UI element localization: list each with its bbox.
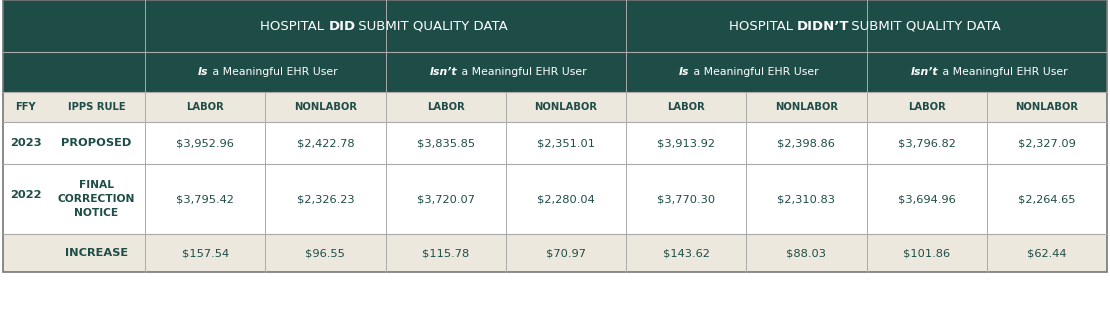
Text: $3,694.96: $3,694.96 [898, 194, 956, 204]
Text: LABOR: LABOR [667, 102, 705, 112]
Text: $115.78: $115.78 [422, 248, 470, 258]
Bar [3, 164, 1107, 234]
Text: $2,310.83: $2,310.83 [777, 194, 836, 204]
Text: $143.62: $143.62 [663, 248, 709, 258]
Text: $2,280.04: $2,280.04 [537, 194, 595, 204]
Text: $3,770.30: $3,770.30 [657, 194, 715, 204]
Text: IPPS RULE: IPPS RULE [68, 102, 125, 112]
Text: $2,351.01: $2,351.01 [537, 138, 595, 148]
Text: DIDN’T: DIDN’T [797, 19, 849, 32]
Text: a Meaningful EHR User: a Meaningful EHR User [690, 67, 818, 77]
Text: NONLABOR: NONLABOR [294, 102, 357, 112]
Text: DID: DID [329, 19, 355, 32]
Text: a Meaningful EHR User: a Meaningful EHR User [457, 67, 586, 77]
Text: a Meaningful EHR User: a Meaningful EHR User [939, 67, 1068, 77]
Text: $3,720.07: $3,720.07 [416, 194, 475, 204]
Text: a Meaningful EHR User: a Meaningful EHR User [209, 67, 337, 77]
Text: $2,264.65: $2,264.65 [1018, 194, 1076, 204]
Text: $101.86: $101.86 [904, 248, 950, 258]
Text: Is: Is [198, 67, 209, 77]
Text: $3,795.42: $3,795.42 [176, 194, 234, 204]
Text: NONLABOR: NONLABOR [534, 102, 597, 112]
Text: $3,952.96: $3,952.96 [176, 138, 234, 148]
Text: INCREASE: INCREASE [65, 248, 128, 258]
Text: $3,913.92: $3,913.92 [657, 138, 715, 148]
Text: SUBMIT QUALITY DATA: SUBMIT QUALITY DATA [847, 19, 1000, 32]
Text: $3,796.82: $3,796.82 [898, 138, 956, 148]
Text: PROPOSED: PROPOSED [61, 138, 132, 148]
Text: Isn’t: Isn’t [430, 67, 457, 77]
Text: HOSPITAL: HOSPITAL [261, 19, 329, 32]
Bar [3, 92, 1107, 122]
Text: $70.97: $70.97 [546, 248, 586, 258]
Bar [3, 52, 1107, 92]
Text: 2022: 2022 [10, 190, 41, 200]
Text: $3,835.85: $3,835.85 [416, 138, 475, 148]
Text: 2023: 2023 [10, 138, 41, 148]
Text: LABOR: LABOR [426, 102, 464, 112]
Text: $62.44: $62.44 [1027, 248, 1067, 258]
Text: $2,422.78: $2,422.78 [296, 138, 354, 148]
Text: HOSPITAL: HOSPITAL [729, 19, 798, 32]
Text: SUBMIT QUALITY DATA: SUBMIT QUALITY DATA [354, 19, 507, 32]
Bar [3, 0, 1107, 272]
Text: Isn’t: Isn’t [911, 67, 939, 77]
Text: $96.55: $96.55 [305, 248, 345, 258]
Text: FFY: FFY [16, 102, 36, 112]
Text: $88.03: $88.03 [786, 248, 826, 258]
Text: NONLABOR: NONLABOR [1016, 102, 1079, 112]
Text: $157.54: $157.54 [182, 248, 229, 258]
Text: $2,398.86: $2,398.86 [777, 138, 836, 148]
Text: $2,326.23: $2,326.23 [296, 194, 354, 204]
Text: Is: Is [679, 67, 689, 77]
Text: LABOR: LABOR [908, 102, 946, 112]
Text: FINAL
CORRECTION
NOTICE: FINAL CORRECTION NOTICE [58, 180, 135, 218]
Text: $2,327.09: $2,327.09 [1018, 138, 1076, 148]
Bar [3, 234, 1107, 272]
Text: LABOR: LABOR [186, 102, 224, 112]
Bar [3, 122, 1107, 164]
Text: NONLABOR: NONLABOR [775, 102, 838, 112]
Bar [3, 0, 1107, 52]
